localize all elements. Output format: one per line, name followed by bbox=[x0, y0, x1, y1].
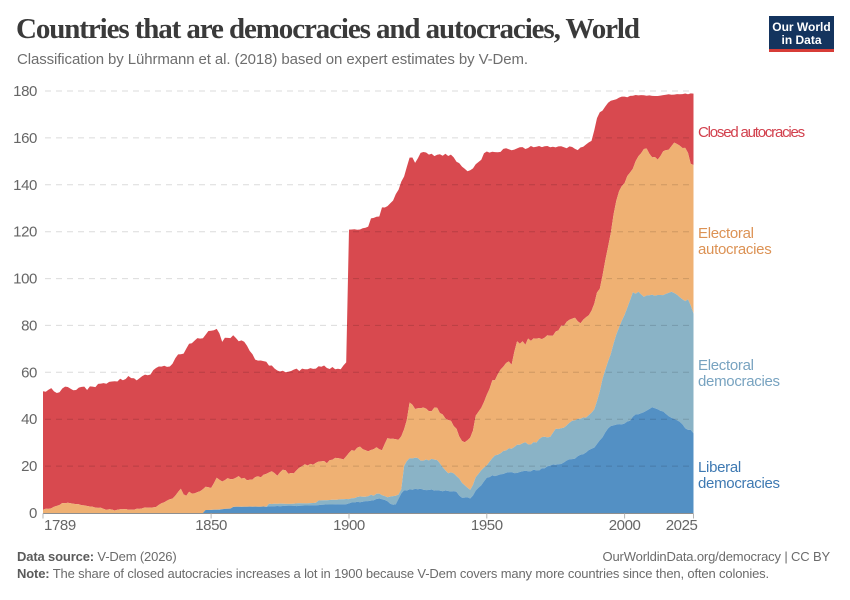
svg-text:1950: 1950 bbox=[471, 517, 503, 534]
svg-text:80: 80 bbox=[21, 317, 37, 334]
svg-text:20: 20 bbox=[21, 458, 37, 475]
svg-text:1900: 1900 bbox=[333, 517, 365, 534]
svg-text:0: 0 bbox=[29, 505, 37, 522]
svg-text:180: 180 bbox=[13, 83, 37, 100]
svg-text:1789: 1789 bbox=[44, 517, 76, 534]
svg-text:1850: 1850 bbox=[195, 517, 227, 534]
svg-text:100: 100 bbox=[13, 271, 37, 288]
svg-text:2025: 2025 bbox=[666, 517, 698, 534]
svg-text:160: 160 bbox=[13, 130, 37, 147]
svg-text:2000: 2000 bbox=[609, 517, 641, 534]
svg-text:140: 140 bbox=[13, 177, 37, 194]
svg-text:120: 120 bbox=[13, 224, 37, 241]
svg-text:60: 60 bbox=[21, 364, 37, 381]
svg-text:40: 40 bbox=[21, 411, 37, 428]
